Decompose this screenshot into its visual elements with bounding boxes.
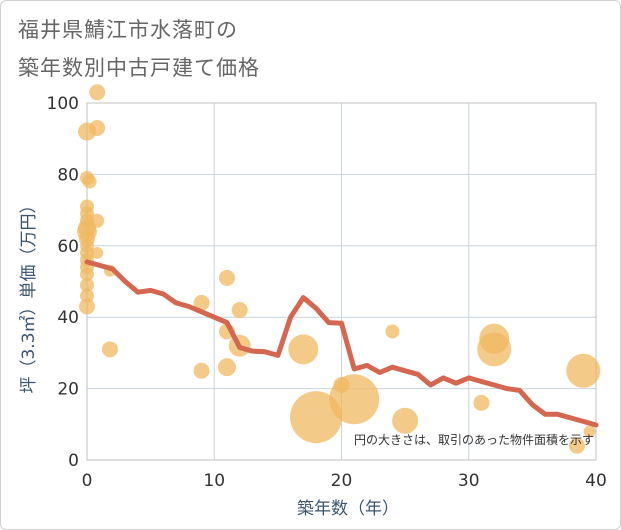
bubble-point (101, 341, 118, 358)
bubble-point (82, 174, 97, 189)
bubble-point (477, 332, 512, 367)
y-tick-label: 80 (57, 165, 79, 185)
bubble-point (473, 394, 490, 411)
bubble-point (80, 267, 94, 282)
bubble-point (90, 213, 105, 228)
bubble-point (566, 353, 601, 388)
bubble-size-note: 円の大きさは、取引のあった物件面積を示す (354, 432, 594, 447)
bubble-point (80, 288, 94, 303)
bubble-point (80, 278, 94, 293)
chart-title-line2: 築年数別中古戸建て価格 (18, 56, 260, 80)
y-tick-labels: 0 20 40 60 80 100 (47, 94, 79, 471)
y-tick-label: 20 (57, 380, 79, 400)
bubble-point (89, 84, 106, 101)
average-price-line (84, 259, 599, 428)
bubble-point (193, 294, 210, 311)
y-axis-label: 坪（3.3㎡）単価（万円） (19, 196, 39, 393)
bubble-point (288, 334, 319, 365)
x-tick-label: 0 (82, 471, 93, 491)
bubble-point (193, 362, 210, 379)
x-tick-label: 10 (203, 471, 225, 491)
bubble-point (231, 302, 248, 319)
bubble-point (568, 437, 585, 454)
bubble-point (89, 119, 106, 136)
y-tick-label: 100 (47, 94, 79, 114)
x-tick-label: 20 (331, 471, 353, 491)
bubble-point (583, 425, 596, 438)
x-tick-label: 30 (458, 471, 480, 491)
bubble-point (217, 358, 236, 377)
bubble-point (218, 269, 235, 286)
x-tick-labels: 0 10 20 30 40 (82, 471, 607, 491)
chart-title-line1: 福井県鯖江市水落町の (18, 18, 238, 42)
y-tick-label: 60 (57, 237, 79, 257)
bubble-point (290, 391, 343, 444)
bubble-point (329, 374, 380, 425)
bubble-series (77, 84, 601, 454)
bubble-point (392, 407, 419, 434)
bubble-point (79, 298, 95, 315)
bubble-point (385, 324, 400, 339)
y-tick-label: 0 (68, 451, 79, 471)
x-tick-label: 40 (585, 471, 607, 491)
bubble-point (91, 246, 104, 259)
y-tick-label: 40 (57, 308, 79, 328)
x-axis-label: 築年数（年） (297, 499, 399, 519)
